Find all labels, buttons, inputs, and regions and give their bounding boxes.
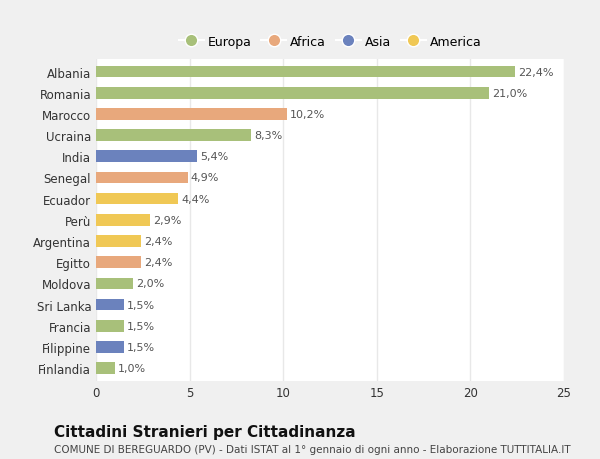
Bar <box>96 363 115 374</box>
Bar <box>96 88 489 99</box>
Text: 10,2%: 10,2% <box>290 110 325 120</box>
Bar <box>96 130 251 141</box>
Text: 2,0%: 2,0% <box>136 279 164 289</box>
Text: 21,0%: 21,0% <box>492 89 527 99</box>
Bar <box>96 193 178 205</box>
Text: 1,5%: 1,5% <box>127 300 155 310</box>
Bar <box>96 278 133 290</box>
Text: 1,5%: 1,5% <box>127 342 155 352</box>
Text: 4,4%: 4,4% <box>181 194 209 204</box>
Bar <box>96 235 141 247</box>
Bar <box>96 151 197 163</box>
Bar <box>96 299 124 311</box>
Bar <box>96 172 188 184</box>
Bar <box>96 109 287 120</box>
Text: 4,9%: 4,9% <box>191 173 219 183</box>
Text: Cittadini Stranieri per Cittadinanza: Cittadini Stranieri per Cittadinanza <box>54 425 356 440</box>
Text: 2,4%: 2,4% <box>144 257 172 268</box>
Text: 1,0%: 1,0% <box>118 363 146 373</box>
Text: COMUNE DI BEREGUARDO (PV) - Dati ISTAT al 1° gennaio di ogni anno - Elaborazione: COMUNE DI BEREGUARDO (PV) - Dati ISTAT a… <box>54 444 571 454</box>
Text: 2,4%: 2,4% <box>144 236 172 246</box>
Bar <box>96 67 515 78</box>
Text: 8,3%: 8,3% <box>254 131 283 141</box>
Bar <box>96 341 124 353</box>
Legend: Europa, Africa, Asia, America: Europa, Africa, Asia, America <box>173 31 487 54</box>
Text: 1,5%: 1,5% <box>127 321 155 331</box>
Text: 5,4%: 5,4% <box>200 152 228 162</box>
Bar <box>96 257 141 269</box>
Text: 22,4%: 22,4% <box>518 67 554 78</box>
Text: 2,9%: 2,9% <box>153 215 181 225</box>
Bar <box>96 320 124 332</box>
Bar <box>96 214 150 226</box>
